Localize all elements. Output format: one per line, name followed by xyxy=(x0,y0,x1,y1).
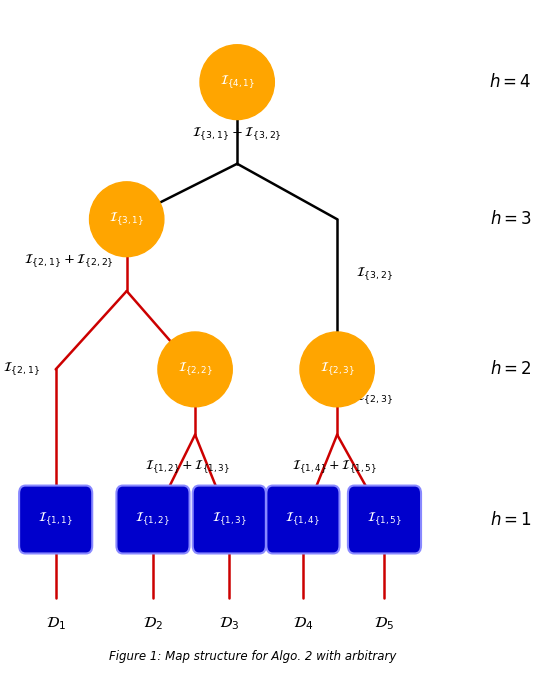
Text: $h = 3$: $h = 3$ xyxy=(490,210,532,228)
Text: $\mathcal{I}_{\{3,1\}}$: $\mathcal{I}_{\{3,1\}}$ xyxy=(109,211,144,228)
Text: $h = 4$: $h = 4$ xyxy=(489,73,532,91)
Text: $h = 1$: $h = 1$ xyxy=(490,511,532,528)
Text: $\mathcal{D}_2$: $\mathcal{D}_2$ xyxy=(143,615,163,632)
Text: $\mathcal{I}_{\{1,3\}}$: $\mathcal{I}_{\{1,3\}}$ xyxy=(212,511,247,528)
Text: $\mathcal{I}_{\{2,3\}}$: $\mathcal{I}_{\{2,3\}}$ xyxy=(356,390,392,407)
FancyBboxPatch shape xyxy=(116,486,190,554)
Text: $\mathcal{D}_1$: $\mathcal{D}_1$ xyxy=(45,615,66,632)
Text: $\mathcal{I}_{\{2,1\}} + \mathcal{I}_{\{2,2\}}$: $\mathcal{I}_{\{2,1\}} + \mathcal{I}_{\{… xyxy=(24,253,113,271)
Ellipse shape xyxy=(300,332,374,407)
FancyBboxPatch shape xyxy=(348,486,421,554)
Ellipse shape xyxy=(200,45,275,120)
Text: $\mathcal{D}_5$: $\mathcal{D}_5$ xyxy=(374,615,395,632)
FancyBboxPatch shape xyxy=(266,486,340,554)
Text: $\mathcal{D}_3$: $\mathcal{D}_3$ xyxy=(219,615,239,632)
FancyBboxPatch shape xyxy=(19,486,92,554)
Text: $\mathcal{I}_{\{3,1\}} + \mathcal{I}_{\{3,2\}}$: $\mathcal{I}_{\{3,1\}} + \mathcal{I}_{\{… xyxy=(192,126,282,143)
Text: $\mathcal{I}_{\{2,2\}}$: $\mathcal{I}_{\{2,2\}}$ xyxy=(178,360,213,378)
Text: $h = 2$: $h = 2$ xyxy=(490,360,532,378)
FancyBboxPatch shape xyxy=(193,486,266,554)
Text: $\mathcal{I}_{\{1,2\}} + \mathcal{I}_{\{1,3\}}$: $\mathcal{I}_{\{1,2\}} + \mathcal{I}_{\{… xyxy=(145,458,230,476)
Text: $\mathcal{I}_{\{2,1\}}$: $\mathcal{I}_{\{2,1\}}$ xyxy=(3,360,40,378)
Text: $\mathcal{I}_{\{4,1\}}$: $\mathcal{I}_{\{4,1\}}$ xyxy=(220,73,255,91)
Ellipse shape xyxy=(158,332,232,407)
Text: Figure 1: Map structure for Algo. 2 with arbitrary: Figure 1: Map structure for Algo. 2 with… xyxy=(109,650,397,663)
Text: $\mathcal{I}_{\{1,4\}} + \mathcal{I}_{\{1,5\}}$: $\mathcal{I}_{\{1,4\}} + \mathcal{I}_{\{… xyxy=(292,458,377,476)
Text: $\mathcal{I}_{\{1,2\}}$: $\mathcal{I}_{\{1,2\}}$ xyxy=(135,511,170,528)
Text: $\mathcal{I}_{\{1,4\}}$: $\mathcal{I}_{\{1,4\}}$ xyxy=(286,511,321,528)
Text: $\mathcal{I}_{\{3,2\}}$: $\mathcal{I}_{\{3,2\}}$ xyxy=(356,266,392,284)
Ellipse shape xyxy=(89,182,164,256)
Text: $\mathcal{I}_{\{1,1\}}$: $\mathcal{I}_{\{1,1\}}$ xyxy=(38,511,73,528)
Text: $\mathcal{D}_4$: $\mathcal{D}_4$ xyxy=(293,615,313,632)
Text: $\mathcal{I}_{\{1,5\}}$: $\mathcal{I}_{\{1,5\}}$ xyxy=(367,511,402,528)
Text: $\mathcal{I}_{\{2,3\}}$: $\mathcal{I}_{\{2,3\}}$ xyxy=(319,360,355,378)
